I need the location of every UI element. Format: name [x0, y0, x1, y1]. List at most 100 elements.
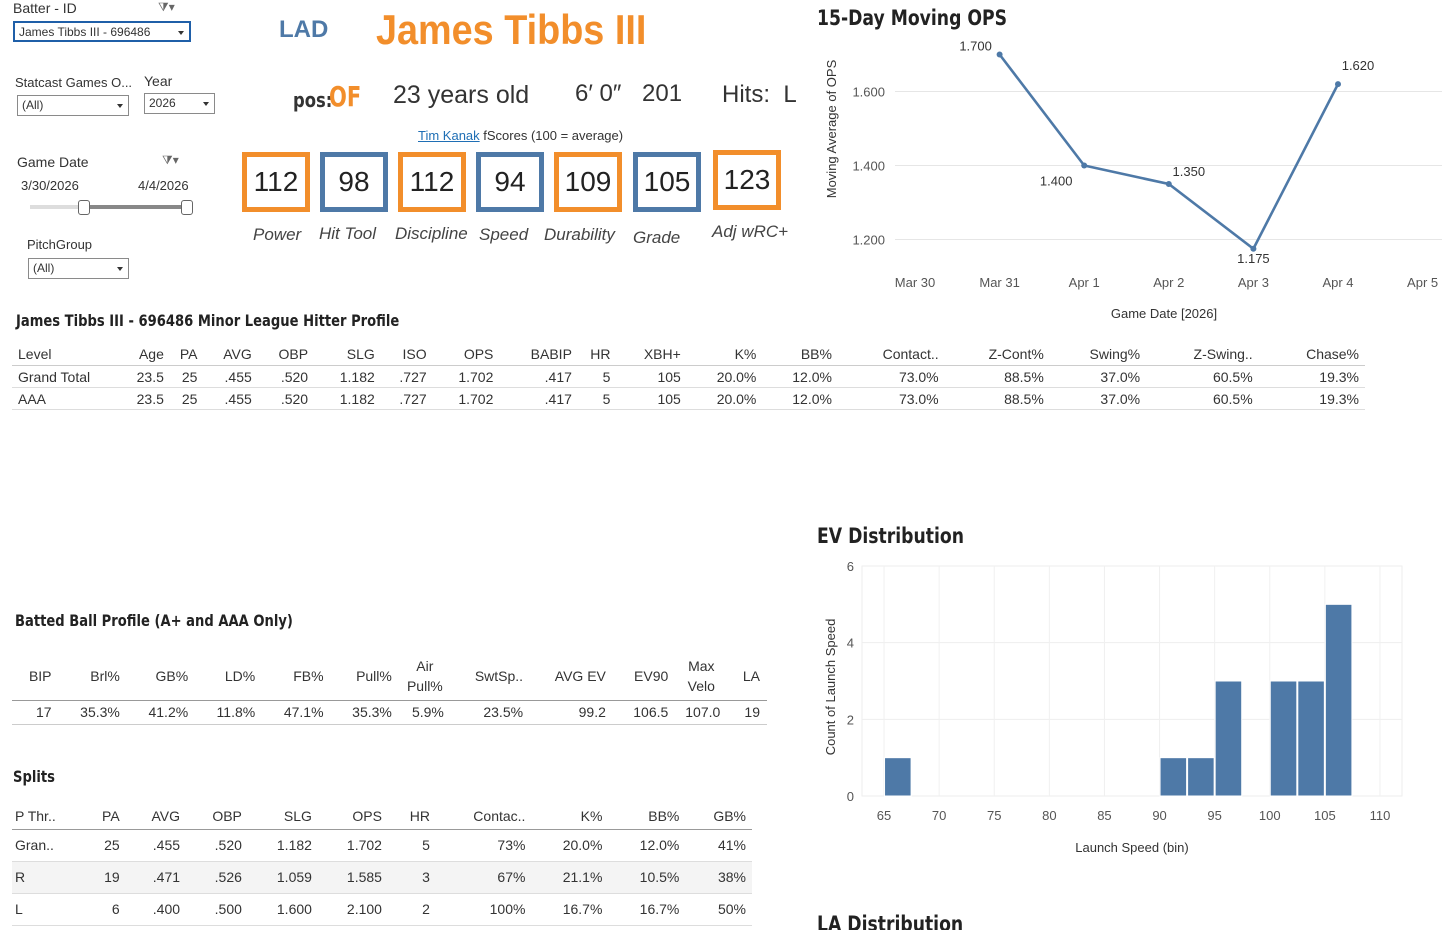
x-tick-label: Apr 4 — [1322, 275, 1353, 290]
table-cell: 41.2% — [148, 704, 189, 720]
profile-header-row: Level Age PA AVG OBP SLG ISO OPS BABIP H… — [12, 343, 1365, 366]
ops-point[interactable] — [1165, 181, 1172, 187]
la-chart-title: LA Distribution — [817, 912, 964, 930]
col-header: Chase% — [1306, 346, 1359, 362]
table-cell: AAA — [18, 390, 47, 407]
table-cell: .471 — [152, 869, 181, 885]
table-cell: Gran.. — [15, 837, 54, 853]
table-cell: .727 — [399, 390, 427, 407]
batted-ball-title: Batted Ball Profile (A+ and AAA Only) — [15, 611, 293, 630]
table-cell: 12.0% — [792, 390, 832, 407]
x-tick-label: 80 — [1042, 808, 1056, 823]
date-end: 4/4/2026 — [138, 178, 189, 193]
table-cell: 5.9% — [411, 704, 444, 720]
splits-table: P Thr.. PA AVG OBP SLG OPS HR Contac.. K% BB% GB% … — [12, 803, 752, 926]
col-header: BB% — [800, 346, 832, 362]
statcast-select[interactable]: (All) — [17, 95, 129, 116]
ops-point[interactable] — [996, 51, 1003, 58]
col-header: HR — [590, 346, 611, 362]
table-cell: 25 — [181, 368, 198, 385]
histogram-bar[interactable] — [1159, 757, 1188, 797]
profile-row: Grand Total 23.5 25 .455 .520 1.182 .727 1.702.… — [12, 366, 1365, 388]
col-header: LA — [742, 667, 760, 684]
score-box-durability: 109 — [554, 152, 622, 212]
table-cell: 23.5% — [483, 704, 524, 720]
table-cell: 19 — [744, 704, 760, 720]
year-select[interactable]: 2026 — [144, 93, 215, 114]
batter-select[interactable]: James Tibbs III - 696486 — [13, 21, 191, 42]
col-header: Level — [18, 346, 52, 362]
ops-line-chart: 1.200 1.400 1.600 Mar 30 Mar 31 Apr 1 Apr 2 Apr… — [824, 39, 1442, 321]
ev-chart-title: EV Distribution — [817, 524, 964, 548]
y-tick-label: 4 — [847, 636, 854, 651]
histogram-bar[interactable] — [1297, 680, 1325, 797]
score-value: 112 — [253, 166, 299, 197]
pos-label: pos: — [293, 88, 333, 112]
col-header: LD% — [224, 667, 256, 684]
table-cell: 3 — [422, 869, 430, 885]
table-cell: .520 — [280, 368, 309, 385]
col-header: AVG — [151, 807, 181, 824]
x-tick-label: 95 — [1207, 808, 1221, 823]
score-value: 105 — [643, 166, 691, 197]
y-tick-label: 1.600 — [852, 85, 885, 100]
score-box-adj-wrc: 123 — [713, 150, 781, 210]
clear-filter-icon[interactable]: ⧩▾ — [158, 0, 175, 14]
score-box-discipline: 112 — [398, 152, 466, 212]
histogram-bar[interactable] — [1269, 680, 1298, 797]
table-cell: 1.182 — [276, 837, 312, 853]
pitchgroup-select[interactable]: (All) — [28, 258, 129, 279]
table-cell: 1.585 — [346, 869, 382, 885]
histogram-bar[interactable] — [1324, 603, 1353, 797]
ops-point[interactable] — [1335, 81, 1341, 88]
col-header: P Thr.. — [15, 807, 56, 824]
ops-point[interactable] — [1081, 162, 1088, 169]
col-header: Contact.. — [882, 346, 939, 362]
splits-row: R 19 .471 .526 1.059 1.585 3 67% 21.1% 10.5% 38% — [12, 861, 752, 893]
histogram-bar[interactable] — [884, 757, 912, 797]
chevron-down-icon — [117, 267, 123, 271]
histogram-bar[interactable] — [1214, 680, 1243, 797]
col-header: Max Velo — [687, 657, 715, 694]
player-hits: Hits: L — [722, 81, 797, 108]
score-value: 109 — [564, 166, 612, 197]
table-cell: 37.0% — [1100, 390, 1141, 407]
table-cell: 107.0 — [685, 704, 721, 720]
table-cell: 6 — [111, 901, 120, 917]
col-header: AVG EV — [554, 667, 606, 684]
clear-filter-icon[interactable]: ⧩▾ — [162, 153, 179, 167]
statcast-filter-label: Statcast Games O... — [15, 75, 133, 90]
table-cell: .520 — [280, 390, 309, 407]
x-tick-label: 75 — [987, 808, 1001, 823]
date-slider-handle-end[interactable] — [181, 200, 193, 215]
splits-row: Gran.. 25 .455 .520 1.182 1.702 5 73% 20.0% 12.0%… — [12, 829, 752, 861]
col-header: Brl% — [90, 667, 120, 684]
table-cell: 1.182 — [339, 390, 375, 407]
table-cell: .455 — [224, 390, 252, 407]
table-cell: .400 — [152, 901, 181, 917]
chevron-down-icon — [203, 102, 209, 106]
x-tick-label: Mar 30 — [895, 275, 935, 290]
author-link[interactable]: Tim Kanak — [418, 128, 480, 143]
pitchgroup-select-value: (All) — [33, 261, 55, 275]
col-header: GB% — [713, 807, 746, 824]
table-cell: 21.1% — [562, 869, 603, 885]
table-cell: 50% — [717, 901, 746, 917]
col-header: XBH+ — [643, 346, 681, 362]
table-cell: 88.5% — [1004, 390, 1044, 407]
score-label-discipline: Discipline — [395, 224, 468, 243]
histogram-bar[interactable] — [1187, 757, 1215, 797]
table-cell: 19.3% — [1319, 368, 1359, 385]
date-slider-handle-start[interactable] — [78, 200, 90, 215]
col-header: BIP — [28, 667, 52, 684]
x-tick-label: Mar 31 — [979, 275, 1019, 290]
profile-title: James Tibbs III - 696486 Minor League Hi… — [16, 311, 400, 330]
player-age: 23 years old — [393, 81, 530, 109]
col-header: OBP — [278, 346, 309, 362]
player-name: James Tibbs III — [376, 6, 647, 53]
ops-point[interactable] — [1250, 245, 1257, 252]
data-label: 1.350 — [1173, 164, 1206, 179]
table-cell: 37.0% — [1100, 368, 1141, 385]
table-cell: 5 — [602, 368, 611, 385]
batted-data-row: 17 35.3% 41.2% 11.8% 47.1% 35.3% 5.9% 23.5% 99.2… — [12, 700, 767, 724]
